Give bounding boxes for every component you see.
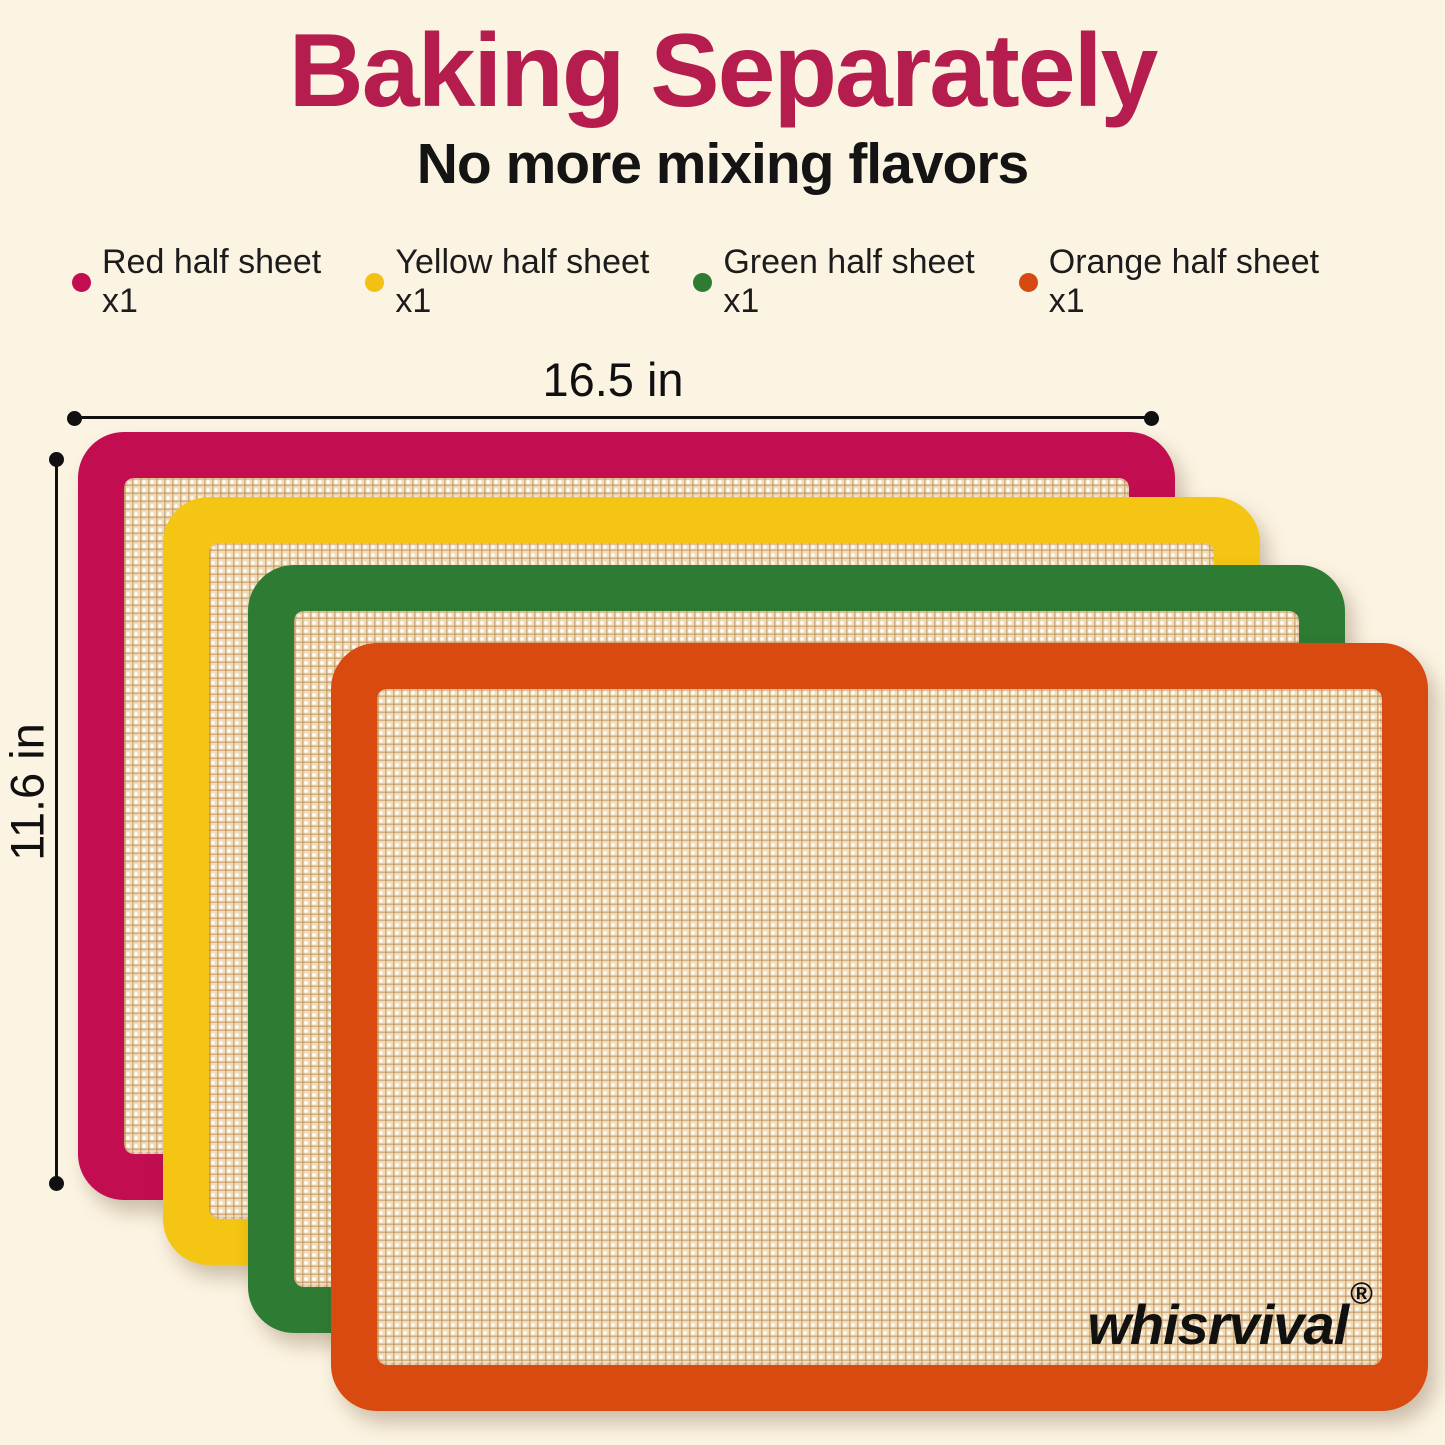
width-dimension-label: 16.5 in <box>542 353 684 406</box>
registered-trademark-icon: ® <box>1350 1276 1373 1311</box>
legend-label: Green half sheet x1 <box>723 243 975 320</box>
legend-label: Yellow half sheet x1 <box>395 243 650 320</box>
yellow-dot-icon <box>365 272 385 292</box>
green-dot-icon <box>693 272 713 292</box>
legend-label: Red half sheet x1 <box>102 243 322 320</box>
red-dot-icon <box>72 272 91 292</box>
brand-logo: whisrvival® <box>1087 1276 1373 1357</box>
legend-item-red: Red half sheet x1 <box>72 243 365 321</box>
legend-label: Orange half sheet x1 <box>1048 243 1320 320</box>
orange-dot-icon <box>1018 272 1038 292</box>
legend-item-green: Green half sheet x1 <box>693 243 1018 321</box>
mat-mesh-surface: whisrvival® <box>377 689 1382 1365</box>
brand-name: whisrvival <box>1087 1293 1349 1356</box>
baking-mat-orange: whisrvival® <box>331 643 1428 1411</box>
legend: Red half sheet x1 Yellow half sheet x1 G… <box>72 243 1363 321</box>
height-dimension-label: 11.6 in <box>0 723 54 861</box>
height-dimension-line <box>49 452 64 1191</box>
page-subtitle: No more mixing flavors <box>416 132 1030 196</box>
legend-item-orange: Orange half sheet x1 <box>1018 243 1363 321</box>
width-dimension-line <box>67 411 1159 426</box>
legend-item-yellow: Yellow half sheet x1 <box>365 243 693 321</box>
page-title: Baking Separately <box>288 13 1159 129</box>
